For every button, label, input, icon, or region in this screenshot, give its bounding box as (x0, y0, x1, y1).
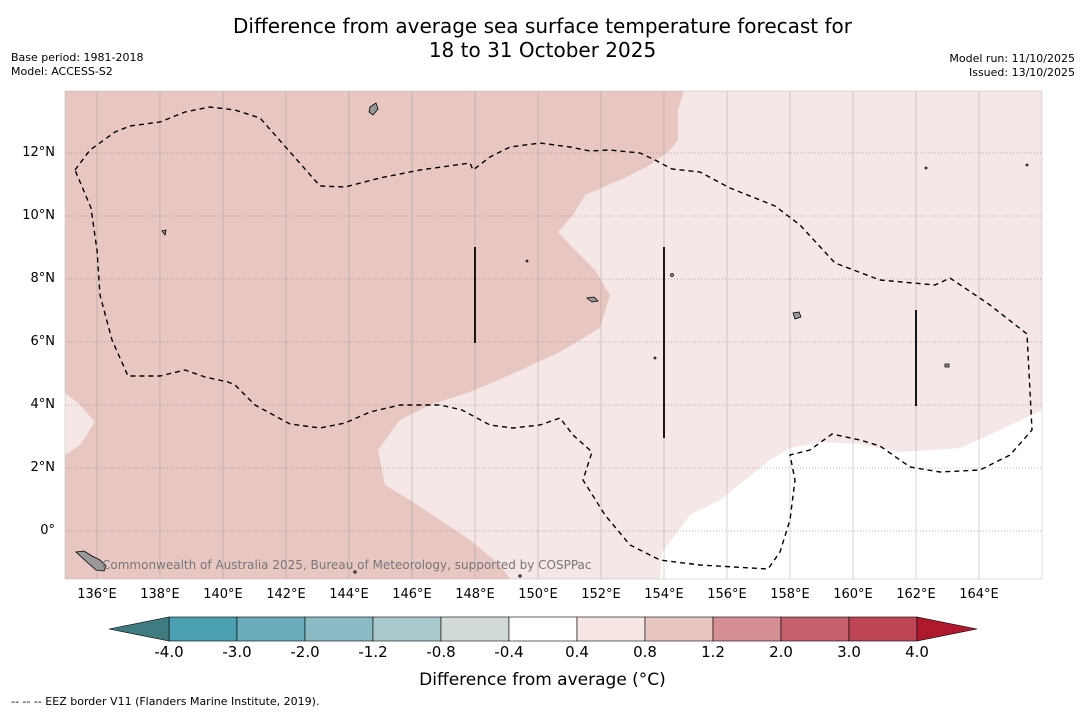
colorbar-segment (372, 616, 442, 642)
island-kosrae (944, 363, 950, 368)
map-frame (64, 90, 1043, 580)
lon-label-146e: 146°E (392, 587, 432, 602)
colorbar-tick-label: 1.2 (701, 643, 725, 661)
title-line-2: 18 to 31 October 2025 (428, 38, 657, 62)
base-period: Base period: 1981-2018 (11, 51, 144, 64)
lon-label-152e: 152°E (581, 587, 621, 602)
colorbar-segment (576, 616, 646, 642)
colorbar-segment (440, 616, 510, 642)
colorbar-extend-high (916, 616, 978, 642)
colorbar-segment (712, 616, 782, 642)
vertical-markers (474, 247, 917, 438)
island-north (368, 102, 379, 116)
meta-right: Model run: 11/10/2025 Issued: 13/10/2025 (949, 52, 1075, 80)
colorbar-tick-label: 0.8 (633, 643, 657, 661)
issued-date: Issued: 13/10/2025 (968, 66, 1075, 79)
colorbar-segment (508, 616, 578, 642)
island-small-1 (161, 229, 167, 236)
title-line-1: Difference from average sea surface temp… (232, 14, 852, 38)
colorbar-tick-label: -0.4 (494, 643, 524, 661)
colorbar-segment (304, 616, 374, 642)
lon-label-164e: 164°E (959, 587, 999, 602)
island-small-5 (924, 166, 928, 170)
eez-borders (74, 106, 1033, 570)
lon-label-138e: 138°E (140, 587, 180, 602)
lon-label-144e: 144°E (329, 587, 369, 602)
colorbar-tick-label: -3.0 (222, 643, 252, 661)
sst-anomaly-0.8-1.2-region (65, 91, 684, 579)
meta-left: Base period: 1981-2018 Model: ACCESS-S2 (11, 51, 143, 79)
lat-label-12n: 12°N (22, 145, 55, 160)
lon-label-158e: 158°E (770, 587, 810, 602)
colorbar (108, 616, 978, 642)
lat-label-6n: 6°N (30, 334, 56, 349)
lon-label-154e: 154°E (644, 587, 684, 602)
island-small-2 (670, 273, 674, 277)
model-name: Model: ACCESS-S2 (11, 65, 113, 78)
colorbar-segment (780, 616, 850, 642)
islands (75, 102, 1029, 578)
lat-label-2n: 2°N (30, 460, 56, 475)
colorbar-segment (168, 616, 238, 642)
lat-label-8n: 8°N (30, 271, 56, 286)
copyright-watermark: Commonwealth of Australia 2025, Bureau o… (102, 558, 592, 572)
lat-label-10n: 10°N (22, 208, 55, 223)
island-small-3 (525, 259, 529, 263)
island-small-7 (353, 570, 357, 574)
map-area (65, 91, 1042, 579)
graticule (65, 152, 1042, 532)
eez-border-west (74, 106, 1033, 570)
lat-label-4n: 4°N (30, 397, 56, 412)
lon-label-148e: 148°E (455, 587, 495, 602)
colorbar-tick-label: -0.8 (426, 643, 456, 661)
colorbar-segment (236, 616, 306, 642)
lon-label-160e: 160°E (833, 587, 873, 602)
lon-label-136e: 136°E (77, 587, 117, 602)
colorbar-extend-low (108, 616, 170, 642)
colorbar-tick-label: 3.0 (837, 643, 861, 661)
chart-title: Difference from average sea surface temp… (0, 14, 1085, 62)
colorbar-tick-label: -2.0 (290, 643, 320, 661)
colorbar-title: Difference from average (°C) (419, 670, 666, 690)
island-pohnpei (792, 311, 802, 320)
island-small-8 (518, 574, 522, 578)
colorbar-tick-label: 0.4 (565, 643, 589, 661)
colorbar-segment (848, 616, 918, 642)
island-small-6 (1025, 163, 1029, 167)
model-run: Model run: 11/10/2025 (949, 52, 1075, 65)
lat-label-0: 0° (40, 523, 55, 538)
colorbar-tick-label: 2.0 (769, 643, 793, 661)
island-new-guinea-tip (75, 550, 107, 572)
colorbar-tick-label: -1.2 (358, 643, 388, 661)
lon-label-162e: 162°E (896, 587, 936, 602)
eez-footnote: -- -- -- EEZ border V11 (Flanders Marine… (11, 695, 320, 708)
island-chuuk (586, 296, 599, 303)
colorbar-tick-label: -4.0 (154, 643, 184, 661)
lon-label-150e: 150°E (518, 587, 558, 602)
colorbar-segment (644, 616, 714, 642)
lon-label-140e: 140°E (203, 587, 243, 602)
lon-label-142e: 142°E (266, 587, 306, 602)
lon-label-156e: 156°E (707, 587, 747, 602)
colorbar-tick-label: 4.0 (905, 643, 929, 661)
island-small-4 (653, 356, 657, 360)
